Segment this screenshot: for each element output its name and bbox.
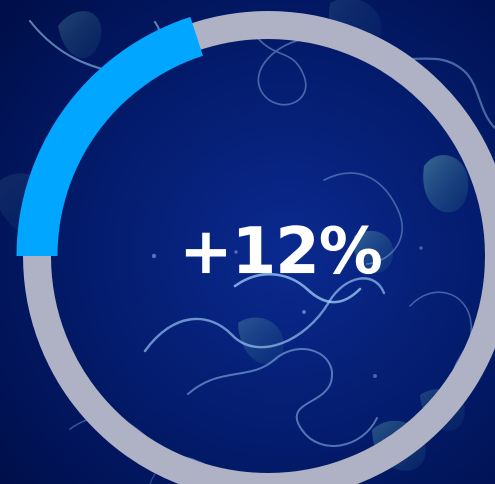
background-patch bbox=[423, 155, 469, 213]
background-dot bbox=[302, 310, 306, 314]
background-filament bbox=[323, 172, 404, 265]
background-patch bbox=[238, 317, 284, 365]
background-dot bbox=[373, 374, 377, 378]
change-percentage-value: +12% bbox=[179, 215, 383, 289]
soft-dots bbox=[151, 246, 423, 378]
background-patch bbox=[58, 11, 102, 59]
background-filament bbox=[143, 277, 386, 353]
background-dot bbox=[151, 253, 157, 259]
background-patch bbox=[353, 230, 394, 273]
background-filament bbox=[187, 348, 378, 447]
progress-ring-fill bbox=[16, 16, 204, 257]
background-filament bbox=[250, 28, 308, 106]
background-filament bbox=[409, 291, 473, 386]
background-filament bbox=[233, 273, 362, 304]
background-dot bbox=[419, 246, 423, 250]
background-dot bbox=[234, 250, 238, 254]
